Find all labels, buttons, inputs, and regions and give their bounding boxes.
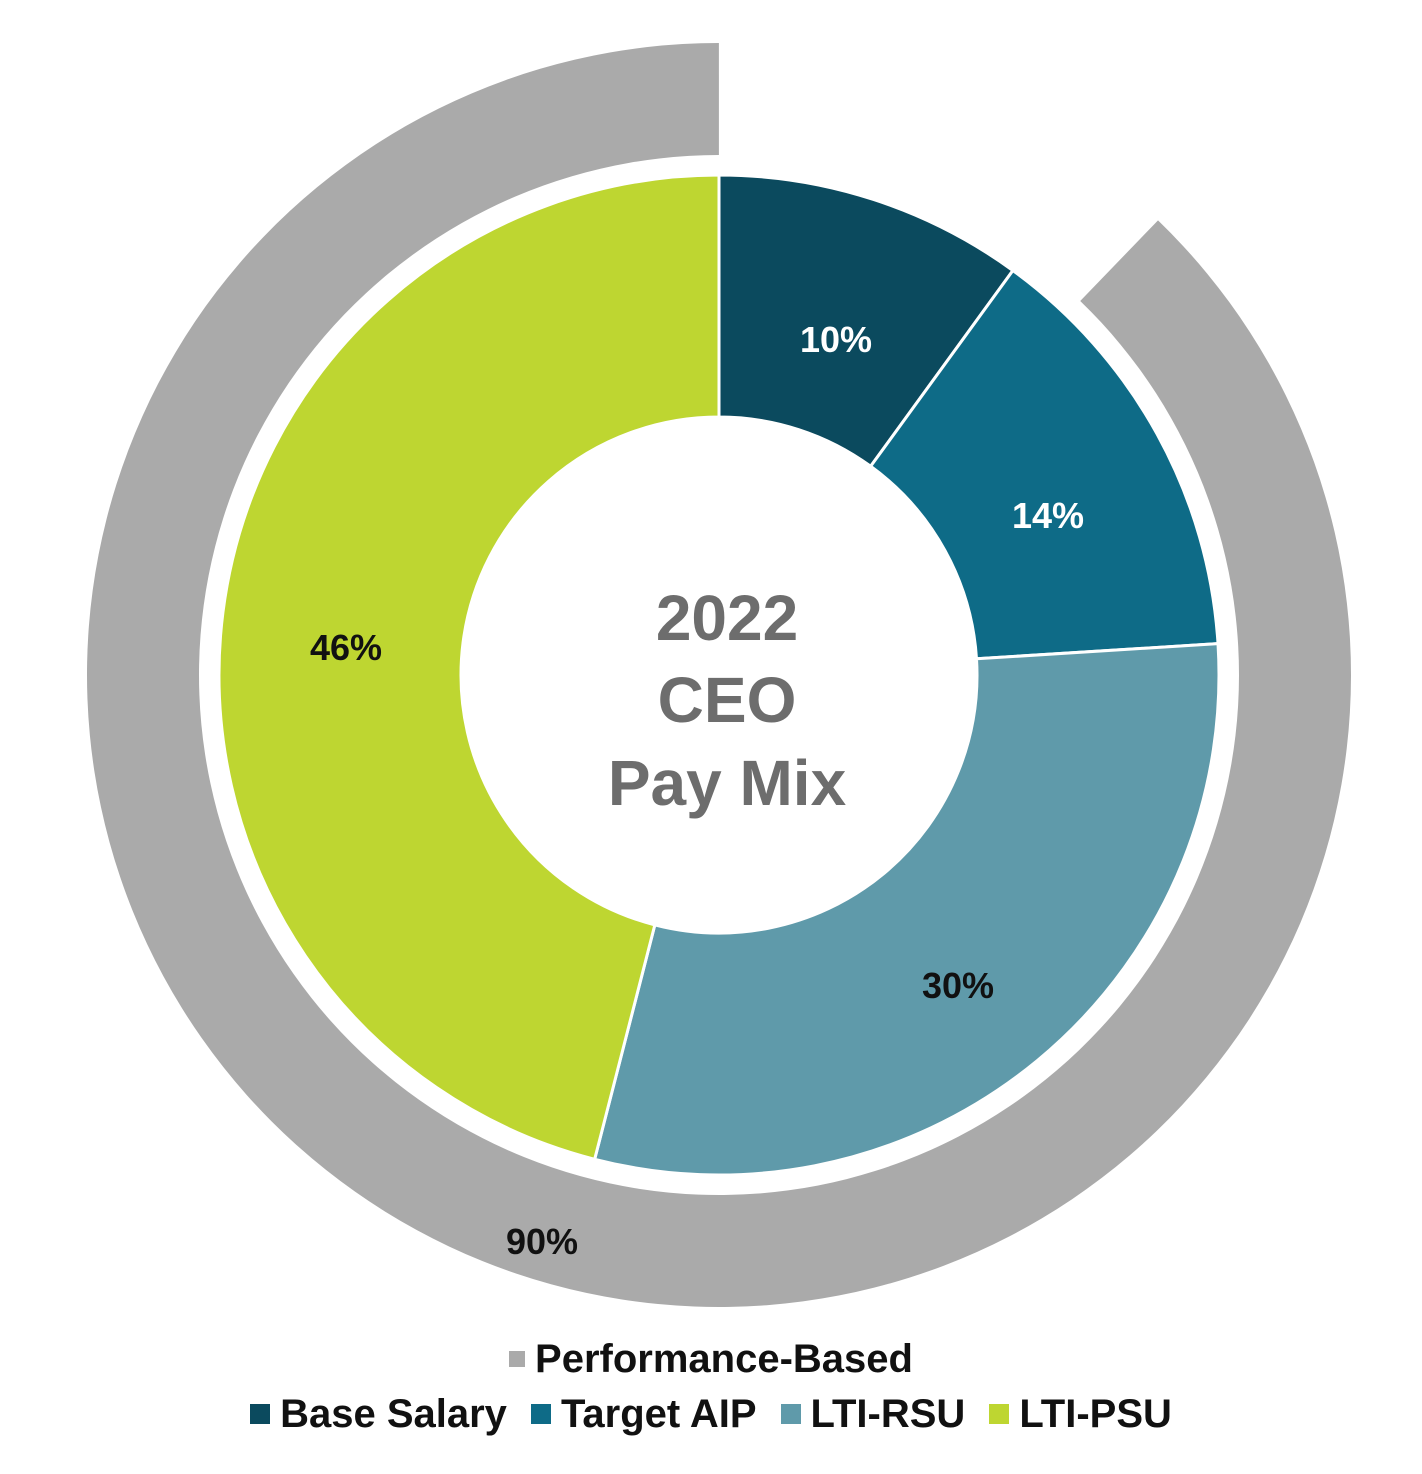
center-title-line-3: Pay Mix bbox=[608, 747, 847, 819]
legend-row-1: Performance-Based bbox=[0, 1334, 1422, 1384]
legend-item-target-aip: Target AIP bbox=[530, 1391, 757, 1437]
legend-swatch bbox=[780, 1404, 801, 1424]
legend-swatch bbox=[989, 1404, 1010, 1424]
data-label-lti-psu: 46% bbox=[310, 627, 382, 668]
center-title-line-2: CEO bbox=[658, 664, 797, 736]
center-title-line-1: 2022 bbox=[656, 582, 798, 654]
data-label-target-aip: 14% bbox=[1012, 495, 1084, 536]
center-title: 2022 CEO Pay Mix bbox=[608, 582, 847, 819]
center-hole bbox=[461, 417, 977, 933]
legend-label: Target AIP bbox=[560, 1391, 757, 1436]
legend-label: Base Salary bbox=[280, 1391, 507, 1436]
legend-item-performance-based: Performance-Based bbox=[509, 1337, 913, 1382]
legend-label: Performance-Based bbox=[535, 1336, 913, 1381]
legend-item-lti-rsu: LTI-RSU bbox=[780, 1391, 966, 1437]
data-label-base-salary: 10% bbox=[800, 319, 872, 360]
legend-row-2: Base Salary Target AIP LTI-RSU LTI-PSU bbox=[0, 1388, 1422, 1440]
legend-label: LTI-PSU bbox=[1019, 1391, 1172, 1436]
legend-item-lti-psu: LTI-PSU bbox=[989, 1392, 1172, 1437]
legend-swatch bbox=[250, 1404, 271, 1424]
data-label-performance-based: 90% bbox=[506, 1221, 578, 1262]
slice-labels: 10% 14% 30% 46% 90% bbox=[310, 319, 1084, 1262]
legend-swatch bbox=[509, 1351, 526, 1367]
data-label-lti-rsu: 30% bbox=[922, 965, 994, 1006]
legend-swatch bbox=[530, 1404, 551, 1424]
legend-item-base-salary: Base Salary bbox=[250, 1392, 507, 1437]
inner-ring bbox=[217, 173, 1221, 1177]
legend-label: LTI-RSU bbox=[810, 1391, 966, 1436]
